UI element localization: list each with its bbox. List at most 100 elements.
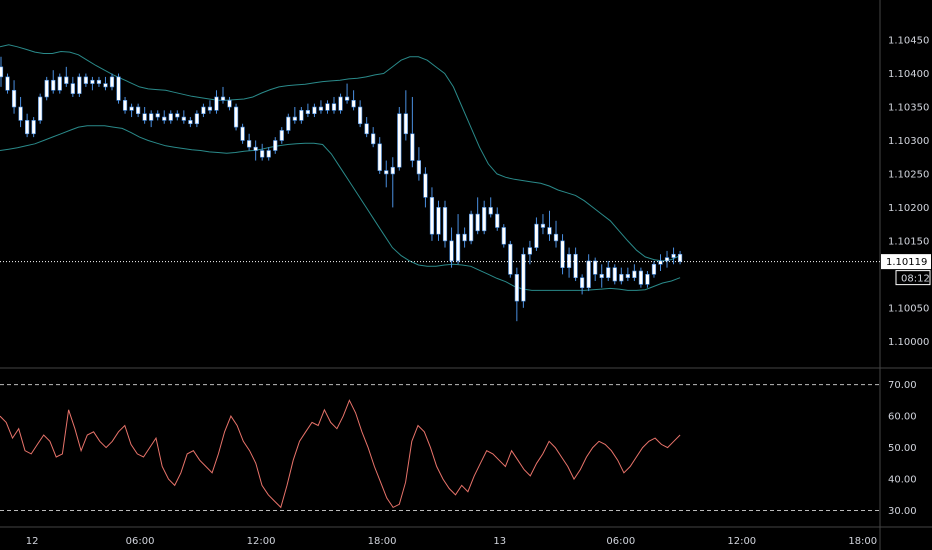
candle-body [194, 113, 199, 125]
candle-body [142, 113, 147, 121]
candle-body [279, 130, 284, 141]
candle-body [96, 79, 102, 84]
candle-body [606, 267, 611, 278]
candle-body [181, 116, 186, 121]
candle-body [664, 257, 670, 262]
time-tick-label: 18:00 [848, 536, 877, 547]
candle-body [612, 267, 617, 282]
candle-body [416, 160, 421, 175]
oscillator-tick-label: 70.00 [888, 380, 917, 391]
price-tick-label: 1.10200 [888, 203, 929, 214]
candle-body [508, 243, 513, 275]
oscillator-line [0, 399, 681, 509]
candle-body [358, 106, 363, 125]
candle-body [632, 270, 637, 278]
time-tick-label: 12:00 [247, 536, 276, 547]
candle-body [455, 233, 461, 262]
price-tick-label: 1.10300 [888, 136, 929, 147]
bollinger-upper-line [0, 44, 681, 262]
candle-body [351, 100, 356, 108]
candle-body [397, 113, 402, 168]
oscillator-tick-label: 50.00 [888, 443, 917, 454]
bollinger-lower-line [0, 125, 681, 291]
candle-body [482, 207, 487, 232]
candle-body [305, 110, 310, 115]
time-axis: 12 06:00 12:00 18:00 13 06:00 12:00 18:00 [26, 536, 877, 547]
candle-body [233, 106, 239, 128]
candle-body [469, 213, 474, 242]
candle-body [580, 277, 585, 289]
time-tick-label: 06:00 [606, 536, 635, 547]
candle-body [299, 110, 304, 121]
candle-body [51, 79, 56, 91]
time-tick-label: 13 [493, 536, 506, 547]
candle-body [83, 76, 88, 84]
candle-body [377, 143, 382, 171]
candle-body [364, 123, 369, 135]
countdown-box [895, 270, 931, 286]
candle-body [260, 150, 265, 158]
candle-body [122, 100, 128, 111]
candle-body [109, 76, 115, 88]
last-price-marker: 1.10119 08:12 [0, 254, 931, 286]
candle-body [586, 260, 591, 289]
candle-body [227, 100, 232, 108]
candle-body [566, 253, 572, 268]
candle-body [593, 260, 598, 275]
candle-body [462, 233, 467, 242]
candle-body [527, 247, 532, 255]
oscillator-panel[interactable] [0, 384, 880, 512]
countdown-label: 08:12 [901, 274, 930, 285]
candle-body [677, 253, 683, 262]
candle-body [638, 270, 644, 285]
candle-body [390, 166, 395, 175]
candle-body [31, 120, 36, 135]
price-tick-label: 1.10050 [888, 303, 929, 314]
candle-body [253, 146, 258, 151]
candle-body [501, 227, 506, 245]
candle-body [70, 83, 75, 94]
price-tick-label: 1.10150 [888, 236, 929, 247]
price-tick-label: 1.10000 [888, 337, 929, 348]
candle-body [625, 274, 630, 278]
last-price-box [881, 254, 931, 270]
candle-body [292, 116, 297, 121]
candle-body [149, 113, 154, 121]
candle-body [619, 274, 624, 282]
candle-body [318, 106, 324, 111]
candle-body [240, 126, 245, 141]
candle-body [560, 240, 565, 268]
price-panel[interactable] [0, 44, 683, 322]
price-tick-label: 1.10250 [888, 169, 929, 180]
candle-body [129, 106, 134, 111]
candle-body [25, 120, 30, 135]
candle-body [0, 66, 4, 78]
candle-body [553, 233, 559, 242]
price-tick-label: 1.10400 [888, 69, 929, 80]
candle-body [103, 83, 108, 88]
candle-body [201, 106, 206, 115]
candle-body [77, 76, 82, 94]
candle-body [442, 207, 448, 242]
time-tick-label: 12:00 [727, 536, 756, 547]
price-axis: 1.10450 1.10400 1.10350 1.10300 1.10250 1.102… [888, 36, 929, 348]
candle-body [57, 76, 62, 91]
time-tick-label: 18:00 [368, 536, 397, 547]
candle-body [220, 96, 226, 101]
candle-body [286, 116, 291, 131]
candle-body [410, 133, 415, 161]
candle-body [38, 96, 43, 121]
candle-body [671, 253, 676, 258]
candle-body [207, 106, 213, 111]
candle-body [403, 113, 408, 135]
candle-body [658, 260, 663, 265]
candle-body [547, 227, 552, 235]
candle-body [162, 116, 167, 121]
candle-body [645, 274, 650, 285]
price-tick-label: 1.10450 [888, 36, 929, 47]
candle-body [514, 274, 519, 302]
candle-body [429, 197, 435, 235]
candle-body [475, 213, 480, 232]
time-tick-label: 06:00 [126, 536, 155, 547]
oscillator-axis: 70.00 60.00 50.00 40.00 30.00 [888, 380, 917, 517]
